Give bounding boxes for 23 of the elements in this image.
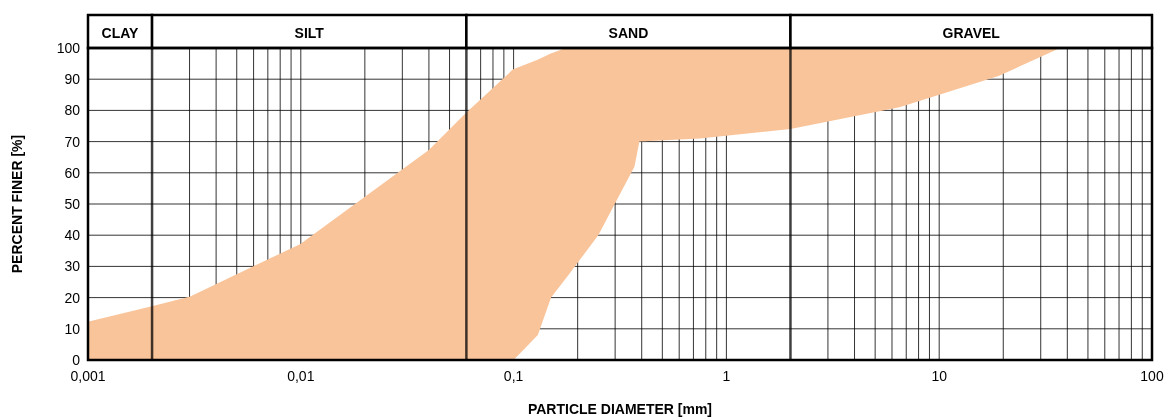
y-tick-label: 70	[64, 133, 81, 150]
x-tick-label: 1	[722, 368, 731, 384]
y-tick-label: 30	[64, 258, 81, 275]
y-tick-label: 0	[72, 352, 81, 368]
y-tick-label: 90	[64, 71, 81, 88]
x-tick-label: 100	[1140, 368, 1164, 384]
y-tick-label: 50	[64, 196, 81, 212]
x-tick-label: 0,1	[503, 368, 524, 384]
text: CLAY	[101, 25, 140, 41]
y-tick-label: 80	[64, 102, 81, 119]
x-tick-label: 10	[931, 368, 948, 384]
y-tick-label: 20	[64, 289, 81, 306]
y-tick-label: 40	[64, 227, 81, 244]
x-tick-label: 0,01	[287, 368, 315, 384]
text: GRAVEL	[942, 25, 1001, 41]
y-tick-label: 10	[64, 320, 81, 337]
y-tick-label: 60	[64, 164, 81, 181]
y-axis-title: PERCENT FINER [%]	[9, 134, 25, 274]
text: SAND	[608, 25, 649, 41]
x-axis-title: PARTICLE DIAMETER [mm]	[527, 401, 713, 417]
x-tick-label: 0,001	[70, 368, 106, 384]
y-tick-label: 100	[56, 40, 81, 56]
text: SILT	[294, 25, 325, 41]
